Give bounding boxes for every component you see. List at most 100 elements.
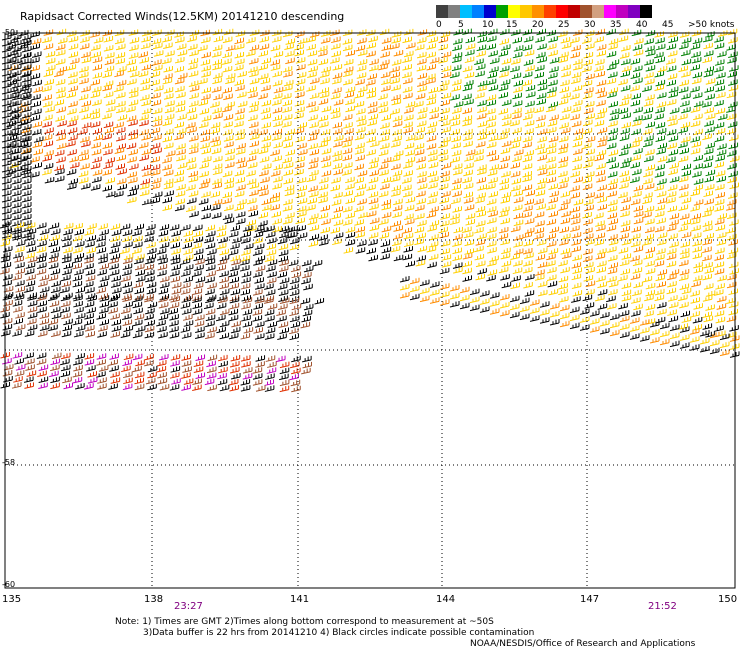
wind-barb	[135, 325, 146, 333]
wind-barb	[150, 127, 161, 134]
wind-barb	[438, 57, 448, 64]
wind-barb	[639, 319, 650, 326]
wind-barb	[452, 247, 462, 255]
wind-barb	[12, 274, 22, 281]
wind-barb	[320, 155, 331, 163]
wind-barb	[122, 235, 132, 243]
wind-barb	[294, 168, 304, 176]
wind-barb	[219, 332, 230, 340]
wind-barb	[510, 162, 521, 169]
wind-barb	[642, 85, 652, 92]
wind-barb	[355, 226, 365, 233]
wind-barb	[666, 99, 677, 106]
wind-barb	[499, 28, 510, 36]
wind-barb	[702, 311, 713, 318]
wind-barb	[477, 36, 488, 44]
wind-barb	[219, 276, 229, 284]
wind-barb	[147, 365, 158, 373]
wind-barb	[159, 384, 170, 391]
wind-barb	[104, 52, 115, 59]
wind-barb	[654, 225, 665, 233]
wind-barb	[170, 242, 180, 249]
wind-barb	[103, 162, 113, 170]
wind-barb	[642, 239, 652, 246]
wind-barb	[309, 224, 320, 232]
wind-barb	[31, 128, 42, 136]
wind-barb	[463, 231, 474, 239]
wind-barb	[61, 256, 72, 264]
wind-barb	[529, 315, 540, 322]
wind-barb	[441, 204, 451, 211]
wind-barb	[49, 222, 60, 230]
wind-barb	[642, 128, 653, 135]
wind-barb	[144, 269, 155, 277]
wind-barb	[426, 43, 436, 50]
wind-barb	[393, 225, 403, 232]
wind-barb	[536, 164, 547, 171]
wind-barb	[270, 196, 280, 204]
wind-barb	[599, 312, 610, 319]
lon-label-150: 150	[718, 594, 738, 605]
wind-barb	[487, 169, 498, 177]
wind-barb	[477, 164, 487, 171]
wind-barb	[205, 264, 216, 272]
wind-barb	[630, 99, 641, 107]
wind-barb	[150, 142, 161, 150]
wind-barb	[489, 255, 499, 262]
wind-barb	[380, 253, 390, 260]
wind-barb	[216, 326, 226, 334]
wind-barb	[162, 196, 172, 204]
wind-barb	[287, 231, 298, 239]
wind-barb	[679, 334, 690, 341]
wind-barb	[186, 163, 197, 170]
wind-barb	[595, 28, 605, 36]
wind-barb	[192, 378, 202, 385]
wind-barb	[152, 115, 163, 122]
wind-barb	[241, 361, 251, 368]
wind-barb	[192, 296, 202, 303]
wind-barb	[289, 309, 299, 317]
wind-barb	[18, 164, 29, 171]
wind-barb	[219, 320, 230, 328]
wind-barb	[633, 115, 643, 122]
wind-barb	[159, 282, 170, 289]
wind-barb	[150, 197, 161, 204]
wind-barb	[182, 242, 192, 249]
wind-barb	[90, 108, 100, 115]
wind-barb	[309, 233, 320, 241]
wind-barb	[96, 287, 106, 294]
wind-barb	[356, 119, 367, 127]
wind-barb	[270, 59, 280, 66]
wind-barb	[537, 169, 548, 176]
wind-barb	[378, 149, 389, 157]
wind-barb	[54, 149, 65, 157]
wind-barb	[654, 210, 665, 218]
legend-swatch	[592, 5, 604, 18]
wind-barb	[453, 226, 463, 234]
wind-barb	[141, 170, 152, 177]
wind-barb	[36, 262, 47, 269]
wind-barb	[254, 277, 264, 284]
wind-barb	[415, 127, 425, 134]
wind-barb	[289, 333, 299, 341]
wind-barb	[629, 176, 640, 184]
wind-barb	[727, 28, 738, 36]
wind-barb	[589, 318, 600, 325]
wind-barb	[583, 59, 593, 66]
wind-barb	[678, 204, 689, 211]
wind-barb	[525, 100, 535, 108]
wind-barb	[513, 219, 524, 227]
wind-barb	[524, 49, 535, 57]
wind-barb	[110, 313, 120, 320]
wind-barb	[99, 263, 110, 270]
wind-barb	[390, 77, 400, 85]
wind-barb	[122, 229, 133, 237]
legend-swatch	[532, 5, 544, 18]
wind-barb	[669, 176, 680, 183]
wind-barb	[116, 65, 127, 73]
wind-barb	[573, 134, 583, 141]
wind-barb	[536, 98, 546, 106]
wind-barb	[690, 148, 701, 155]
wind-barb	[85, 331, 95, 338]
wind-barb	[405, 196, 416, 204]
